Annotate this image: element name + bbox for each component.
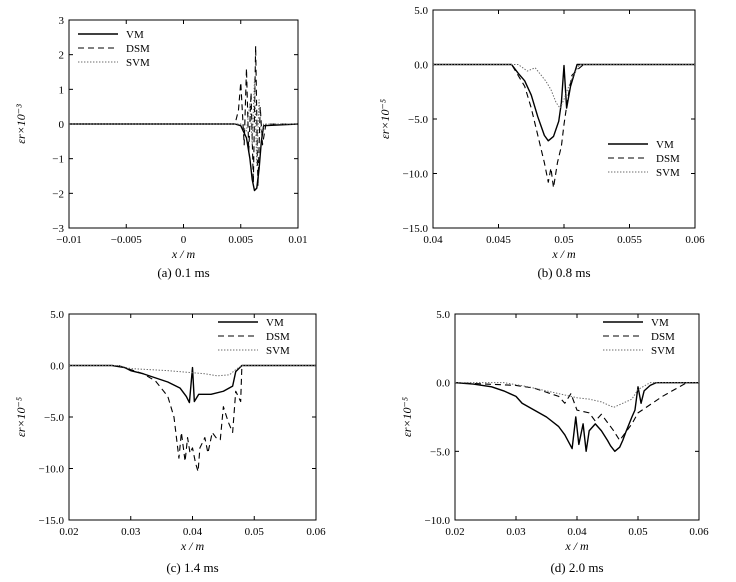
chart-caption: (a) 0.1 ms: [157, 265, 209, 280]
legend: VM DSM SVM: [608, 139, 680, 179]
x-tick-label: 0.06: [689, 526, 709, 538]
x-tick-label: 0.02: [59, 526, 78, 538]
chart-caption: (c) 1.4 ms: [166, 560, 218, 575]
x-tick-label: 0.04: [423, 234, 443, 246]
y-tick-label: −10.0: [39, 464, 65, 476]
y-tick-label: −5.0: [44, 412, 64, 424]
y-tick-label: −5.0: [430, 446, 450, 458]
y-axis-label: εr×10⁻⁵: [400, 397, 414, 437]
series-line-vm: [69, 123, 298, 192]
legend-label-svm: SVM: [126, 57, 150, 69]
x-tick-label: 0.03: [506, 526, 526, 538]
y-tick-label: 2: [59, 50, 65, 62]
chart-3: 0.02 0.03 0.04 0.05 0.06 −15.0 −10.0 −5.0 0.0 5.0…: [14, 309, 326, 575]
plot-frame: [432, 9, 696, 229]
y-tick-label: 5.0: [50, 309, 64, 321]
y-tick-label: −2: [52, 188, 64, 200]
x-axis-label: x / m: [171, 247, 196, 261]
legend-label-vm: VM: [266, 317, 284, 329]
legend-label-svm: SVM: [266, 345, 290, 357]
x-tick-label: −0.005: [111, 234, 142, 246]
y-axis-label: εr×10⁻⁵: [378, 99, 392, 139]
x-tick-label: 0.06: [306, 526, 326, 538]
y-tick-label: 3: [59, 15, 65, 27]
y-tick-label: −3: [52, 223, 64, 235]
series-line-svm: [455, 382, 699, 408]
y-tick-label: 5.0: [414, 5, 428, 17]
chart-4: 0.02 0.03 0.04 0.05 0.06 −10.0 −5.0 0.0 5.0 x / m…: [400, 309, 709, 575]
x-tick-label: 0.02: [445, 526, 464, 538]
y-axis-label: εr×10⁻³: [14, 104, 28, 144]
x-tick-label: 0.04: [183, 526, 203, 538]
legend-label-dsm: DSM: [126, 43, 150, 55]
x-tick-label: 0.045: [486, 234, 511, 246]
y-tick-label: −15.0: [403, 223, 429, 235]
legend: VM DSM SVM: [78, 29, 150, 69]
x-tick-label: 0: [181, 234, 187, 246]
x-tick-label: 0.005: [228, 234, 253, 246]
x-tick-label: 0.06: [685, 234, 705, 246]
x-tick-label: 0.03: [121, 526, 141, 538]
legend-label-vm: VM: [126, 29, 144, 41]
legend-label-svm: SVM: [656, 167, 680, 179]
series-line-dsm: [433, 63, 695, 189]
legend-label-vm: VM: [656, 139, 674, 151]
chart-1: −0.01 −0.005 0 0.005 0.01 −3 −2 −1 0 1 2 3 x / m εr×1…: [14, 15, 308, 280]
y-axis-label: εr×10⁻⁵: [14, 397, 28, 437]
y-tick-label: −5.0: [408, 114, 428, 126]
series-line-svm: [69, 78, 298, 167]
legend-label-dsm: DSM: [651, 331, 675, 343]
y-tick-label: 0: [59, 119, 65, 131]
x-tick-label: 0.05: [628, 526, 648, 538]
chart-2: 0.04 0.045 0.05 0.055 0.06 −15.0 −10.0 −5.0 0.0 5…: [378, 5, 705, 280]
series-line-dsm: [455, 382, 699, 441]
chart-caption: (b) 0.8 ms: [537, 265, 590, 280]
series-line-vm: [433, 63, 695, 142]
series-line-vm: [69, 364, 316, 404]
series-line-svm: [433, 64, 695, 109]
series-line-dsm: [69, 45, 298, 187]
y-tick-label: 5.0: [436, 309, 450, 321]
x-axis-label: x / m: [551, 247, 576, 261]
y-tick-label: −10.0: [403, 169, 429, 181]
legend: VM DSM SVM: [603, 317, 675, 357]
x-axis-label: x / m: [180, 539, 205, 553]
legend-label-dsm: DSM: [266, 331, 290, 343]
x-tick-label: 0.05: [554, 234, 574, 246]
y-tick-label: 0.0: [436, 378, 450, 390]
chart-caption: (d) 2.0 ms: [550, 560, 603, 575]
y-tick-label: −15.0: [39, 515, 65, 527]
x-tick-label: 0.01: [288, 234, 307, 246]
legend: VM DSM SVM: [218, 317, 290, 357]
x-tick-label: −0.01: [56, 234, 81, 246]
series-line-vm: [455, 381, 699, 453]
series-line-svm: [69, 365, 316, 377]
y-tick-label: −1: [52, 154, 64, 166]
x-tick-label: 0.05: [245, 526, 265, 538]
legend-label-dsm: DSM: [656, 153, 680, 165]
x-axis-label: x / m: [564, 539, 589, 553]
x-tick-label: 0.055: [617, 234, 642, 246]
y-tick-label: 0.0: [414, 60, 428, 72]
y-tick-label: 1: [59, 84, 65, 96]
x-tick-label: 0.04: [567, 526, 587, 538]
y-tick-label: −10.0: [425, 515, 451, 527]
legend-label-vm: VM: [651, 317, 669, 329]
y-tick-label: 0.0: [50, 361, 64, 373]
legend-label-svm: SVM: [651, 345, 675, 357]
series-line-dsm: [69, 364, 316, 473]
